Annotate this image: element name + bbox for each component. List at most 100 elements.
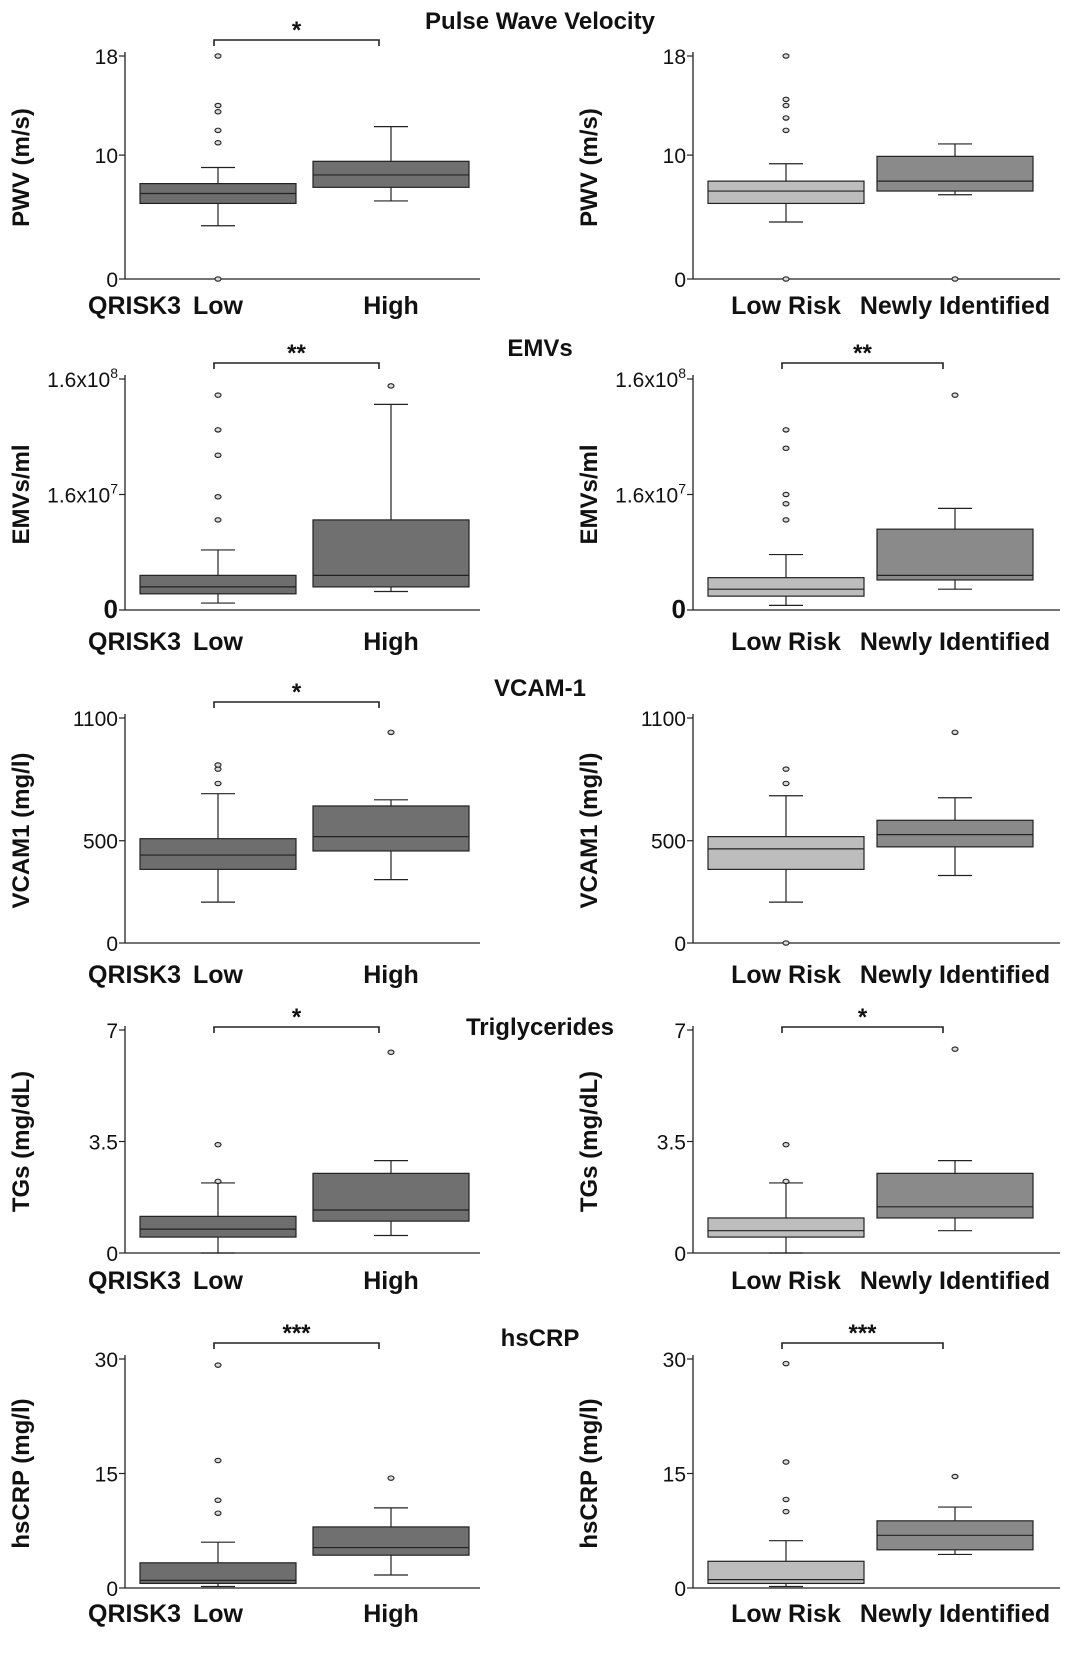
y-axis-label: TGs (mg/dL) <box>576 1071 603 1212</box>
outlier-point <box>214 452 222 458</box>
y-tick-label: 3.5 <box>657 1132 686 1155</box>
outlier-point <box>782 1360 790 1367</box>
outlier-point <box>782 96 790 103</box>
interquartile-box <box>139 574 297 595</box>
interquartile-box <box>707 1560 865 1585</box>
outlier-point <box>782 1178 790 1185</box>
y-tick-label: 1.6x108 <box>615 365 686 392</box>
outlier-point <box>782 1141 790 1148</box>
y-tick-label-base: 1.6x10 <box>47 369 110 392</box>
outlier-point <box>951 729 959 736</box>
outlier-point <box>214 1497 222 1503</box>
y-tick-label-base: 15 <box>95 1464 118 1487</box>
category-label: Low <box>193 1600 244 1628</box>
category-label: Low Risk <box>731 628 841 656</box>
significance-label: *** <box>282 1320 311 1347</box>
group-prefix-label: QRISK3 <box>88 292 181 320</box>
outlier-point <box>214 392 222 398</box>
interquartile-box <box>876 528 1034 581</box>
y-tick-label: 7 <box>674 1020 686 1043</box>
box-2 <box>312 729 470 881</box>
y-axis-label: hsCRP (mg/l) <box>576 1398 603 1548</box>
y-tick-label: 0 <box>106 269 118 292</box>
y-tick-label: 10 <box>663 145 686 168</box>
y-tick-label-base: 0 <box>674 269 686 292</box>
category-label: Low Risk <box>731 292 841 320</box>
group-prefix-label: QRISK3 <box>88 628 181 656</box>
outlier-point <box>782 276 790 282</box>
box-1 <box>139 53 297 282</box>
y-tick-label: 0 <box>674 1578 686 1601</box>
y-tick-label-base: 18 <box>663 46 686 69</box>
category-label: Low <box>193 961 244 989</box>
outlier-point <box>782 127 790 134</box>
y-tick-label-exponent: 8 <box>110 365 118 381</box>
interquartile-box <box>707 180 865 205</box>
y-tick-label-base: 0 <box>106 933 118 956</box>
section-title: Pulse Wave Velocity <box>425 8 656 35</box>
section-title: Triglycerides <box>466 1014 614 1041</box>
group-prefix-label: QRISK3 <box>88 1267 181 1295</box>
category-label: High <box>363 961 419 989</box>
y-tick-label-base: 18 <box>95 46 118 69</box>
box-2 <box>876 1473 1034 1556</box>
outlier-point <box>951 276 959 282</box>
y-tick-label-base: 1.6x10 <box>615 369 678 392</box>
y-axis-label: PWV (m/s) <box>8 108 35 227</box>
y-tick-label: 1100 <box>73 708 118 731</box>
outlier-point <box>951 1046 959 1052</box>
outlier-point <box>782 780 790 787</box>
significance-label: *** <box>848 1320 877 1347</box>
significance-bracket <box>213 1342 380 1349</box>
outlier-point <box>214 102 222 109</box>
outlier-point <box>951 1473 959 1480</box>
y-tick-label: 0 <box>674 933 686 956</box>
box-1 <box>707 53 865 282</box>
outlier-point <box>782 427 790 433</box>
significance-bracket <box>213 701 380 708</box>
interquartile-box <box>312 805 470 852</box>
category-label: Newly Identified <box>860 1267 1050 1295</box>
y-axis-label: TGs (mg/dL) <box>8 1071 35 1212</box>
y-tick-label: 0 <box>674 269 686 292</box>
y-tick-label-base: 15 <box>663 1464 686 1487</box>
y-tick-label: 0 <box>106 933 118 956</box>
y-tick-label: 18 <box>95 46 118 69</box>
y-axis-label: PWV (m/s) <box>576 108 603 227</box>
category-label: Newly Identified <box>860 1600 1050 1628</box>
y-tick-label: 0 <box>104 594 118 624</box>
outlier-point <box>387 1475 395 1481</box>
y-tick-label-base: 0 <box>106 1243 118 1266</box>
outlier-point <box>214 53 222 59</box>
category-label: High <box>363 292 419 320</box>
outlier-point <box>782 53 790 59</box>
y-tick-label-base: 500 <box>83 831 118 854</box>
outlier-point <box>214 276 222 282</box>
outlier-point <box>387 729 395 736</box>
category-label: Low Risk <box>731 1267 841 1295</box>
box-2 <box>312 383 470 593</box>
section-title: hsCRP <box>501 1325 580 1352</box>
outlier-point <box>214 780 222 787</box>
box-2 <box>876 1046 1034 1232</box>
y-axis-label: hsCRP (mg/l) <box>8 1398 35 1548</box>
significance-label: * <box>292 17 302 44</box>
y-tick-label-exponent: 7 <box>678 481 686 497</box>
y-tick-label-base: 1.6x10 <box>615 485 678 508</box>
category-label: Low Risk <box>731 961 841 989</box>
y-tick-label: 1.6x107 <box>47 481 118 508</box>
y-tick-label: 0 <box>106 1243 118 1266</box>
outlier-point <box>214 494 222 500</box>
chart-panel-7: Triglycerides 0 3.5 7 TGs (mg/dL) QRISK3 Low Hi… <box>8 1004 614 1295</box>
significance-bracket <box>781 362 944 369</box>
box-1 <box>139 392 297 604</box>
outlier-point <box>782 1496 790 1503</box>
outlier-point <box>214 109 222 115</box>
box-1 <box>139 762 297 903</box>
y-tick-label-exponent: 8 <box>678 365 686 381</box>
significance-bracket <box>781 1026 944 1033</box>
y-axis-label: EMVs/ml <box>8 444 35 544</box>
category-label: Newly Identified <box>860 292 1050 320</box>
outlier-point <box>214 427 222 433</box>
